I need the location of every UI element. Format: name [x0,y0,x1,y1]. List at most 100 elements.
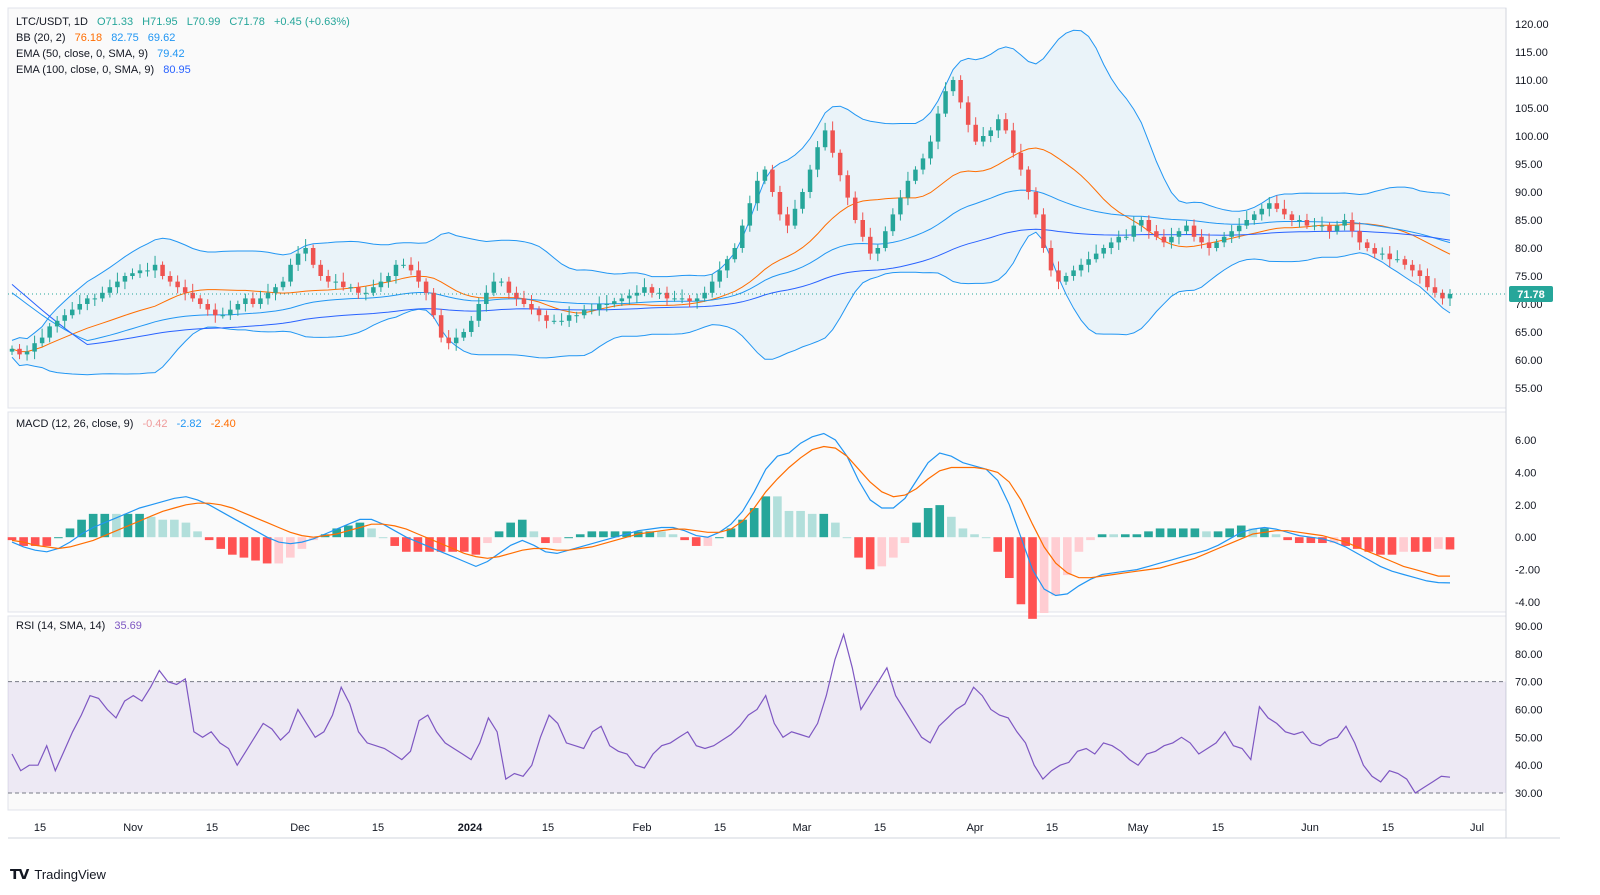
macd-histogram-bar [112,513,121,538]
candle-body [943,91,948,114]
macd-histogram-bar [541,537,550,544]
macd-histogram-bar [1271,534,1281,538]
macd-histogram-bar [274,537,284,564]
macd-histogram-bar [181,522,191,538]
macd-histogram-bar [436,537,446,552]
candle-body [1252,214,1257,220]
macd-histogram-bar [1434,537,1443,549]
candle-body [687,298,692,302]
macd-histogram-bar [448,537,457,552]
time-tick-label: 15 [542,822,554,834]
candle-body [1417,270,1423,276]
candle-body [152,264,158,271]
macd-label: MACD (12, 26, close, 9) [16,418,134,430]
macd-histogram-bar [228,537,237,555]
candle-body [980,136,986,142]
candle-body [491,281,497,293]
candle-body [574,315,579,317]
macd-histogram-bar [1178,528,1188,538]
candle-body [333,281,338,283]
rsi-line [11,632,1451,794]
candle-body [107,287,113,293]
rsi-legend[interactable]: RSI (14, SMA, 14) 35.69 [16,620,148,632]
candle-body [1274,203,1280,209]
tradingview-brand[interactable]: 𝗧𝗩 TradingView [10,866,106,883]
macd-histogram-bar [761,496,771,538]
price-tick-label: 60.00 [1515,355,1543,367]
macd-histogram-bar [657,531,666,538]
candle-body [220,315,226,317]
bb-legend[interactable]: BB (20, 2) 76.18 82.75 69.62 [16,32,181,44]
candle-body [1139,220,1144,226]
candle-body [24,351,30,355]
ema100-label: EMA (100, close, 0, SMA, 9) [16,64,155,76]
time-tick-label: Apr [966,822,983,834]
candle-body [348,287,354,289]
candle-body [755,180,760,204]
candle-body [1101,248,1106,254]
macd-histogram-bar [900,537,910,544]
candle-body [1033,192,1039,215]
candle-body [47,326,52,338]
candle-body [657,292,662,294]
macd-histogram-bar [251,537,260,561]
candle-body [1395,259,1400,261]
macd-tick-label: -2.00 [1515,565,1540,577]
candle-body [1312,225,1317,227]
time-tick-label: 15 [1212,822,1224,834]
candle-body [589,309,594,311]
candle-body [160,264,165,276]
candle-body [1425,276,1430,288]
macd-histogram-bar [7,537,17,541]
candle-body [619,298,625,302]
bb-upper-line [11,29,1451,341]
macd-histogram-bar [1364,537,1374,552]
candle-body [1349,220,1355,232]
close-value: C71.78 [229,16,265,28]
candle-body [627,295,632,299]
macd-histogram-bar [413,537,423,552]
price-tick-label: 120.00 [1515,19,1549,31]
candle-body [1146,220,1152,232]
candle-body [461,332,466,338]
candle-body [807,169,813,192]
macd-histogram-bar [889,537,898,558]
macd-legend[interactable]: MACD (12, 26, close, 9) -0.42 -2.82 -2.4… [16,418,242,430]
candle-body [476,304,482,321]
macd-histogram-bar [216,537,226,549]
candle-body [581,309,587,316]
macd-histogram-bar [1329,537,1339,544]
ema100-value: 80.95 [163,64,191,76]
candle-body [62,315,67,321]
candle-body [898,197,903,215]
candle-body [740,225,745,248]
candle-body [1056,270,1061,282]
macd-histogram-bar [425,537,434,552]
price-tick-label: 55.00 [1515,383,1543,395]
macd-histogram-bar [680,537,689,541]
macd-histogram-bar [471,537,481,555]
ema50-legend[interactable]: EMA (50, close, 0, SMA, 9) 79.42 [16,48,191,60]
candle-body [1116,236,1121,243]
macd-histogram-bar [88,513,98,538]
ema100-legend[interactable]: EMA (100, close, 0, SMA, 9) 80.95 [16,64,197,76]
candle-body [77,304,83,310]
macd-histogram-bar [947,516,956,538]
macd-tick-label: -4.00 [1515,597,1540,609]
candle-body [1282,208,1287,215]
candle-body [9,348,15,352]
candle-body [401,264,406,266]
candle-body [265,292,271,299]
candle-body [860,220,866,237]
candle-body [1161,236,1167,243]
macd-tick-label: 0.00 [1515,532,1536,544]
candle-body [1018,152,1024,170]
candle-body [837,152,843,176]
candle-body [1124,236,1129,238]
candle-body [1026,169,1031,192]
macd-signal-line [11,445,1450,579]
candle-body [822,130,828,148]
macd-histogram-bar [494,531,504,538]
